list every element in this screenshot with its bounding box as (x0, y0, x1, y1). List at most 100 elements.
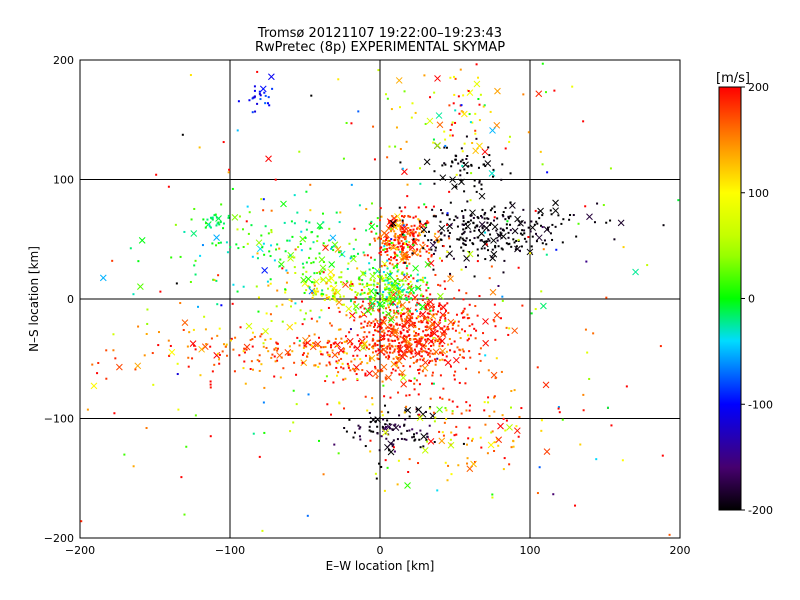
dot-point (419, 278, 422, 281)
dot-point (427, 316, 430, 319)
dot-point (262, 209, 265, 212)
colorbar-tick-label: -200 (748, 504, 773, 517)
dot-point (350, 288, 353, 291)
dot-point (332, 249, 335, 252)
dot-point (213, 214, 216, 217)
cross-point (380, 363, 388, 371)
dot-point (389, 256, 392, 259)
cross-point (447, 441, 455, 449)
dot-point (441, 358, 444, 361)
dot-point (493, 205, 496, 208)
dot-point (401, 226, 404, 229)
dot-point (365, 284, 368, 287)
dot-point (418, 413, 421, 416)
dot-point (485, 240, 488, 243)
dot-point (480, 214, 483, 217)
dot-point (401, 272, 404, 275)
dot-point (387, 282, 390, 285)
dot-point (404, 294, 407, 297)
dot-point (504, 429, 507, 432)
dot-point (397, 282, 400, 285)
dot-point (383, 489, 386, 492)
dot-point (189, 74, 192, 77)
cross-point (376, 300, 384, 308)
dot-point (456, 238, 459, 241)
dot-point (386, 419, 389, 422)
dot-point (371, 346, 374, 349)
dot-point (396, 357, 399, 360)
dot-point (549, 232, 552, 235)
dot-point (376, 357, 379, 360)
dot-point (397, 351, 400, 354)
dot-point (450, 123, 453, 126)
dot-point (378, 449, 381, 452)
dot-point (399, 161, 402, 164)
dot-point (354, 309, 357, 312)
dot-point (385, 327, 388, 330)
dot-point (345, 430, 348, 433)
dot-point (273, 375, 276, 378)
dot-point (462, 316, 465, 319)
dot-point (373, 297, 376, 300)
dot-point (232, 283, 235, 286)
x-axis-label: E–W location [km] (326, 559, 435, 573)
dot-point (343, 347, 346, 350)
dot-point (470, 164, 473, 167)
dot-point (440, 238, 443, 241)
cross-point (394, 213, 401, 220)
dot-point (449, 349, 452, 352)
dot-point (412, 232, 415, 235)
dot-point (512, 238, 515, 241)
dot-point (415, 286, 418, 289)
dot-point (461, 164, 464, 167)
dot-point (422, 295, 425, 298)
dot-point (239, 326, 242, 329)
dot-point (374, 318, 377, 321)
dot-point (327, 306, 330, 309)
dot-point (394, 361, 397, 364)
dot-point (466, 334, 469, 337)
dot-point (334, 354, 337, 357)
dot-point (432, 138, 435, 141)
dot-point (369, 301, 372, 304)
dot-point (380, 327, 383, 330)
cross-point (419, 243, 426, 251)
dot-point (359, 315, 362, 318)
cross-point (396, 345, 404, 353)
dot-point (412, 361, 415, 364)
dot-point (389, 396, 392, 399)
dot-point (305, 342, 308, 345)
dot-point (399, 330, 402, 333)
dot-point (382, 427, 385, 430)
dot-point (260, 198, 263, 201)
cross-point (412, 264, 419, 272)
dot-point (305, 220, 308, 223)
dot-point (322, 293, 325, 296)
dot-point (213, 363, 216, 366)
dot-point (387, 306, 390, 309)
dot-point (393, 251, 396, 254)
dot-point (179, 302, 182, 305)
dot-point (289, 430, 292, 433)
dot-point (242, 350, 245, 353)
dot-point (408, 301, 411, 304)
dot-point (455, 155, 458, 158)
dot-point (540, 429, 543, 432)
dot-point (476, 314, 479, 317)
dot-point (230, 337, 233, 340)
x-tick-labels: −200 −100 0 100 200 (65, 544, 691, 557)
dot-point (269, 282, 272, 285)
dot-point (400, 240, 403, 243)
dot-point (602, 204, 605, 207)
cross-point (514, 245, 521, 253)
dot-point (522, 93, 525, 96)
dot-point (418, 219, 421, 222)
dot-point (492, 318, 495, 321)
dot-point (469, 230, 472, 233)
dot-point (348, 418, 351, 421)
dot-point (401, 167, 404, 170)
dot-point (392, 257, 395, 260)
dot-point (399, 245, 402, 248)
dot-point (398, 206, 401, 209)
dot-point (441, 212, 444, 215)
